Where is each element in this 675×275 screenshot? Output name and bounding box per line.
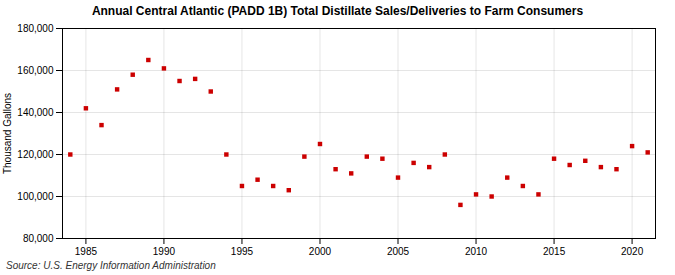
svg-text:1995: 1995	[231, 246, 254, 257]
svg-text:2020: 2020	[621, 246, 644, 257]
svg-text:100,000: 100,000	[17, 191, 54, 202]
svg-text:2010: 2010	[465, 246, 488, 257]
svg-text:140,000: 140,000	[17, 107, 54, 118]
svg-text:1985: 1985	[75, 246, 98, 257]
svg-text:2000: 2000	[309, 246, 332, 257]
svg-text:120,000: 120,000	[17, 149, 54, 160]
svg-text:2015: 2015	[543, 246, 566, 257]
svg-text:80,000: 80,000	[23, 233, 54, 244]
svg-text:180,000: 180,000	[17, 23, 54, 34]
svg-text:Thousand Gallons: Thousand Gallons	[2, 93, 13, 174]
html-text:Annual Central Atlantic (PADD: Annual Central Atlantic (PADD 1B) Total …	[91, 4, 584, 18]
svg-text:1990: 1990	[153, 246, 176, 257]
html-text:Source: U.S. Energy Informatio: Source: U.S. Energy Information Administ…	[6, 260, 216, 271]
svg-text:2005: 2005	[387, 246, 410, 257]
svg-text:160,000: 160,000	[17, 65, 54, 76]
